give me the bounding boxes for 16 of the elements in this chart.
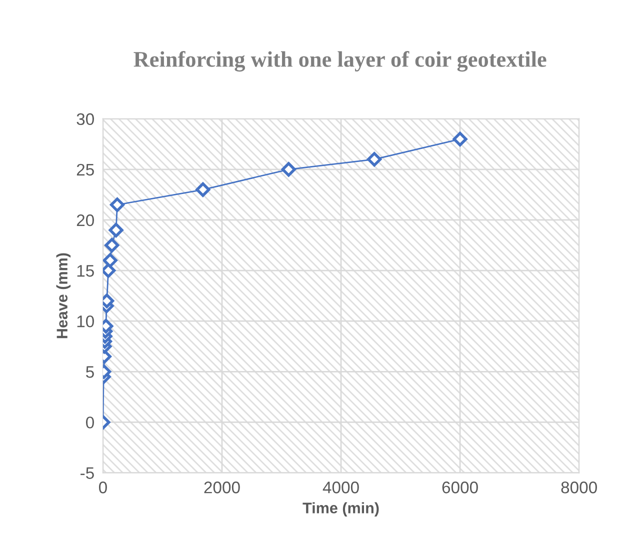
x-tick-label: 8000: [561, 482, 597, 494]
y-tick-label: 20: [76, 214, 94, 226]
y-axis-title: Heave (mm): [56, 253, 71, 338]
y-tick-label: -5: [80, 467, 94, 479]
y-tick-label: 10: [77, 315, 94, 328]
y-tick-label: 5: [86, 366, 94, 378]
y-tick-label: 25: [76, 164, 94, 176]
y-tick-label: 0: [86, 416, 94, 428]
x-tick-label: 6000: [442, 482, 478, 494]
y-tick-label: 30: [76, 113, 94, 126]
y-tick-label: 15: [77, 265, 94, 277]
x-tick-label: 4000: [322, 482, 359, 494]
x-axis-title: Time (min): [302, 502, 379, 516]
chart-title: Reinforcing with one layer of coir geotextile: [134, 51, 546, 72]
x-tick-label: 2000: [204, 482, 240, 494]
x-tick-label: 0: [98, 482, 107, 494]
